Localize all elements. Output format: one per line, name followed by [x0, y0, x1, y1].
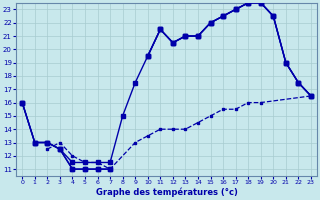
X-axis label: Graphe des températures (°c): Graphe des températures (°c): [96, 188, 237, 197]
